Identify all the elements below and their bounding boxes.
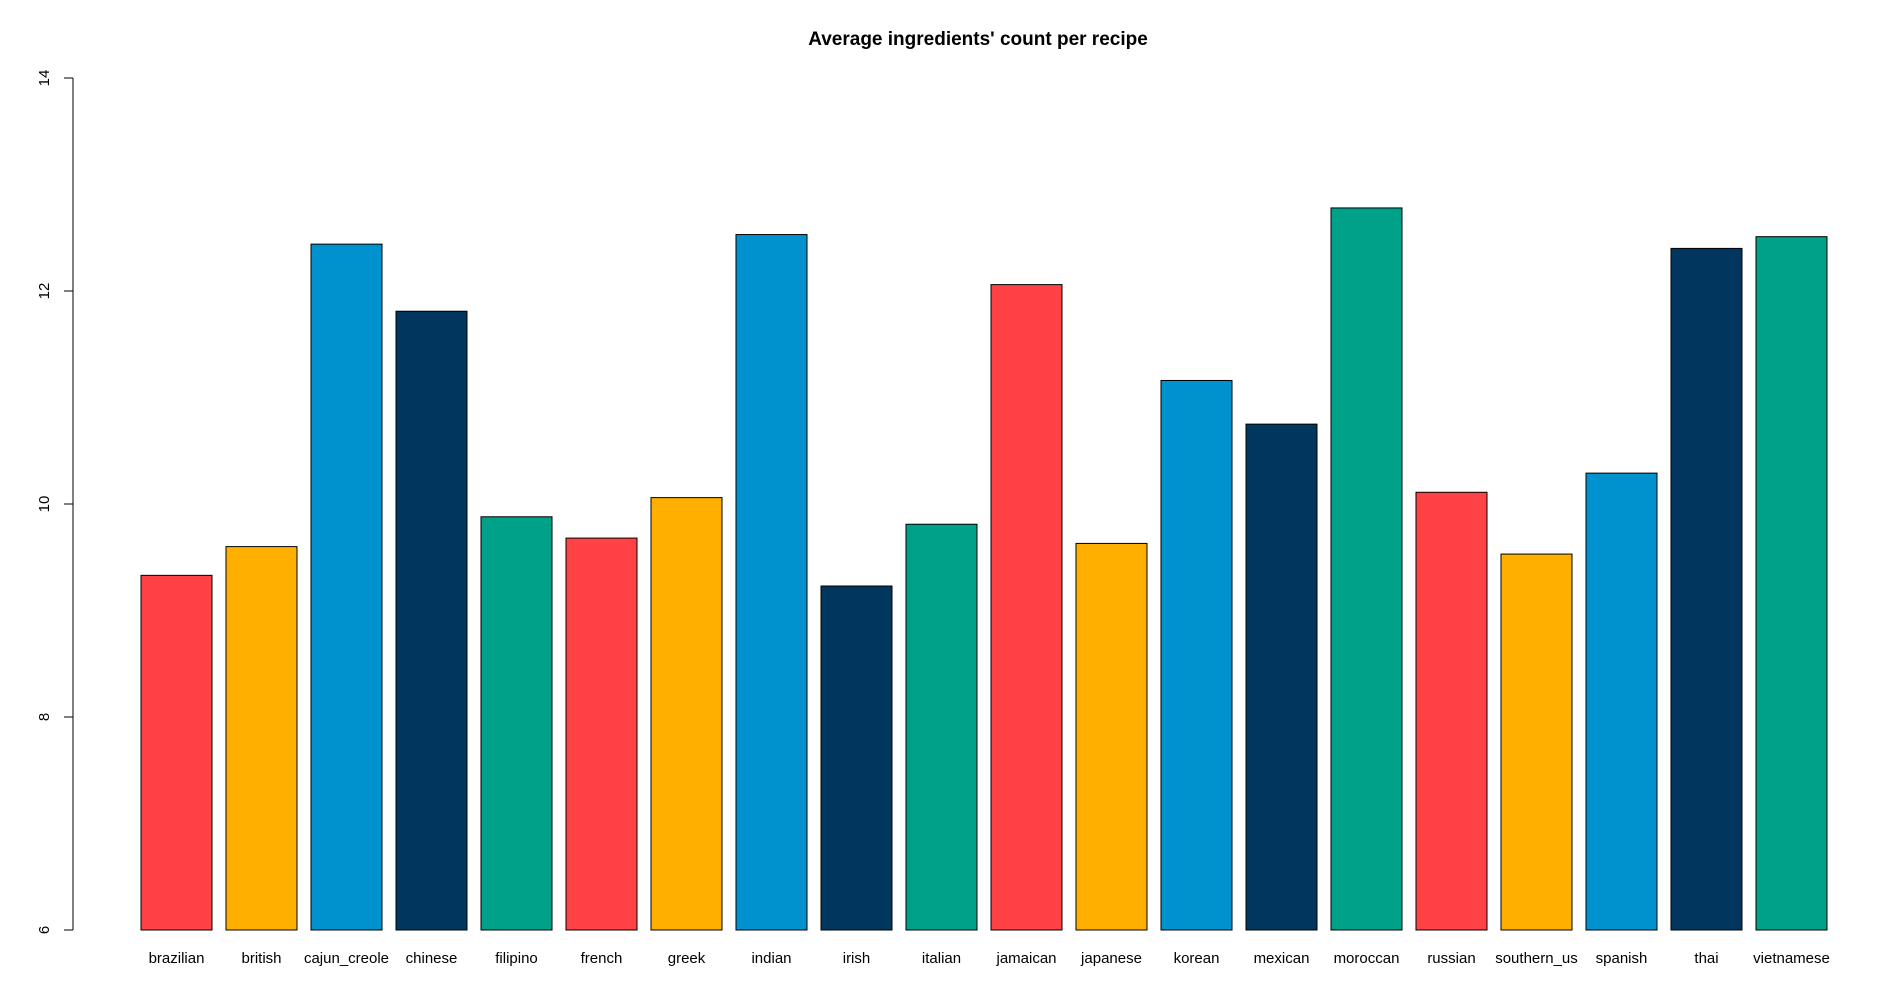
bar-korean <box>1160 379 1233 931</box>
bar-japanese <box>1075 542 1148 931</box>
x-tick-label: mexican <box>1254 950 1310 967</box>
x-tick-label: southern_us <box>1495 950 1578 967</box>
bar-spanish <box>1585 472 1658 931</box>
x-tick-label: cajun_creole <box>304 950 389 967</box>
bar-mexican <box>1245 423 1318 931</box>
x-tick-label: french <box>581 950 623 967</box>
bar-thai <box>1670 247 1743 931</box>
bar-brazilian <box>140 574 213 931</box>
x-tick-label: irish <box>843 950 871 967</box>
x-tick-label: spanish <box>1596 950 1648 967</box>
x-tick-label: indian <box>751 950 791 967</box>
bar-filipino <box>480 516 553 931</box>
x-tick-label: korean <box>1174 950 1220 967</box>
x-tick-label: filipino <box>495 950 538 967</box>
x-tick-label: brazilian <box>149 950 205 967</box>
bar-greek <box>650 497 723 931</box>
bars <box>140 207 1828 931</box>
x-tick-label: chinese <box>406 950 458 967</box>
x-tick-label: russian <box>1427 950 1475 967</box>
bar-vietnamese <box>1755 236 1828 931</box>
y-tick-label: 12 <box>36 283 53 300</box>
x-tick-label: moroccan <box>1334 950 1400 967</box>
y-tick-label: 10 <box>36 496 53 513</box>
x-tick-label: thai <box>1694 950 1718 967</box>
bar-chinese <box>395 310 468 931</box>
x-tick-label: british <box>241 950 281 967</box>
bar-jamaican <box>990 284 1063 931</box>
bar-moroccan <box>1330 207 1403 931</box>
bar-british <box>225 546 298 931</box>
bar-cajun_creole <box>310 243 383 931</box>
x-tick-label: jamaican <box>995 950 1056 967</box>
bar-french <box>565 537 638 931</box>
bar-indian <box>735 234 808 931</box>
bar-irish <box>820 585 893 931</box>
y-tick-label: 6 <box>36 926 53 934</box>
bar-italian <box>905 523 978 931</box>
x-tick-label: greek <box>668 950 706 967</box>
x-tick-label: vietnamese <box>1753 950 1830 967</box>
y-tick-label: 14 <box>36 70 53 87</box>
x-tick-label: italian <box>922 950 961 967</box>
bar-russian <box>1415 491 1488 931</box>
y-axis: 6 8 10 12 14 <box>36 70 74 934</box>
y-tick-label: 8 <box>36 713 53 721</box>
chart-title: Average ingredients' count per recipe <box>808 29 1148 50</box>
x-tick-label: japanese <box>1080 950 1142 967</box>
bar-southern_us <box>1500 553 1573 931</box>
x-axis-labels: brazilian british cajun_creole chinese filip… <box>149 950 1830 967</box>
